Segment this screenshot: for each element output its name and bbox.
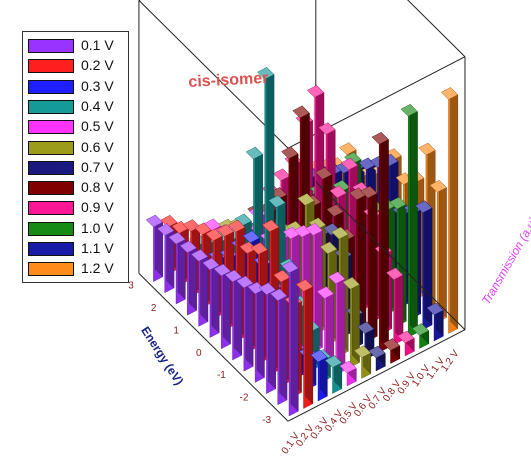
legend-item: 1.0 V: [23, 219, 128, 239]
legend-label: 1.1 V: [81, 240, 114, 256]
bar: [310, 349, 328, 402]
legend-swatch: [28, 242, 74, 256]
legend-label: 0.2 V: [81, 57, 114, 74]
bars-group: [145, 66, 459, 417]
bar: [328, 271, 346, 376]
bar: [353, 345, 372, 379]
legend-item: 0.6 V: [23, 138, 128, 158]
legend-swatch: [28, 160, 74, 175]
bar: [342, 276, 360, 368]
legend-label: 0.4 V: [81, 97, 114, 114]
legend-item: 1.1 V: [23, 239, 128, 259]
bar: [316, 286, 335, 364]
bar: [179, 240, 197, 316]
bar: [386, 267, 404, 346]
box-edge: [287, 329, 466, 422]
legend-label: 0.5 V: [81, 118, 114, 135]
energy-tick-label: 0: [196, 348, 202, 359]
bar: [295, 279, 314, 409]
bar: [339, 360, 357, 387]
bar: [357, 321, 375, 361]
legend-swatch: [28, 221, 74, 236]
legend-swatch: [28, 140, 74, 155]
bar: [440, 87, 459, 334]
box-edge: [315, 181, 466, 331]
bar: [429, 179, 447, 323]
legend-item: 0.8 V: [23, 178, 128, 198]
bar: [397, 330, 415, 357]
bar: [382, 338, 401, 364]
legend-swatch: [28, 79, 74, 94]
bar: [202, 257, 220, 338]
box-edge: [138, 0, 289, 149]
bias-tick-label: 1.2 V: [439, 348, 462, 374]
energy-tick-label: 2: [151, 303, 157, 314]
legend-item: 0.1 V: [23, 36, 128, 56]
legend-swatch: [28, 181, 74, 196]
energy-tick-label: 3: [128, 281, 134, 292]
legend-item: 0.5 V: [23, 117, 128, 137]
legend-item: 0.4 V: [23, 97, 128, 117]
bar: [324, 355, 343, 394]
chart-front-box: [138, 56, 466, 422]
legend-label: 1.2 V: [81, 260, 114, 277]
legend-item: 0.2 V: [23, 56, 128, 76]
energy-tick-label: -2: [240, 393, 249, 404]
bar: [224, 269, 243, 361]
box-edge: [138, 273, 289, 422]
box-edge: [407, 0, 466, 58]
bar: [270, 288, 288, 406]
bar: [190, 248, 209, 327]
legend-swatch: [28, 120, 74, 135]
energy-tick-label: 1: [173, 325, 179, 336]
legend-item: 0.3 V: [23, 77, 128, 97]
bar: [157, 223, 175, 294]
legend-swatch: [28, 99, 74, 114]
legend: 0.1 V 0.2 V 0.3 V 0.4 V 0.5 V 0.6 V 0.7 V 0.8 V…: [22, 31, 129, 283]
bar: [281, 260, 299, 417]
energy-tick-label: -1: [217, 370, 226, 381]
legend-swatch: [28, 262, 74, 277]
legend-item: 0.9 V: [23, 198, 128, 218]
legend-label: 0.9 V: [81, 199, 114, 216]
energy-tick-label: -3: [262, 415, 271, 426]
bar: [411, 323, 430, 349]
legend-swatch: [28, 201, 74, 216]
bar: [236, 275, 254, 372]
legend-swatch: [28, 39, 74, 53]
legend-item: 0.7 V: [23, 158, 128, 178]
bar: [213, 263, 231, 350]
bar: [145, 214, 164, 282]
bar: [247, 281, 265, 383]
bar: [360, 185, 378, 342]
legend-label: 0.7 V: [81, 158, 114, 175]
legend-label: 0.8 V: [81, 179, 114, 196]
bar: [258, 282, 277, 394]
bar: [426, 302, 444, 342]
legend-item: 1.2 V: [23, 259, 128, 279]
bar: [368, 345, 386, 372]
legend-swatch: [28, 59, 74, 74]
legend-label: 1.0 V: [81, 219, 114, 236]
legend-label: 0.3 V: [81, 77, 114, 94]
bar: [371, 131, 389, 353]
legend-label: 0.6 V: [81, 138, 114, 155]
legend-label: 0.1 V: [81, 37, 114, 53]
bar: [415, 200, 433, 331]
